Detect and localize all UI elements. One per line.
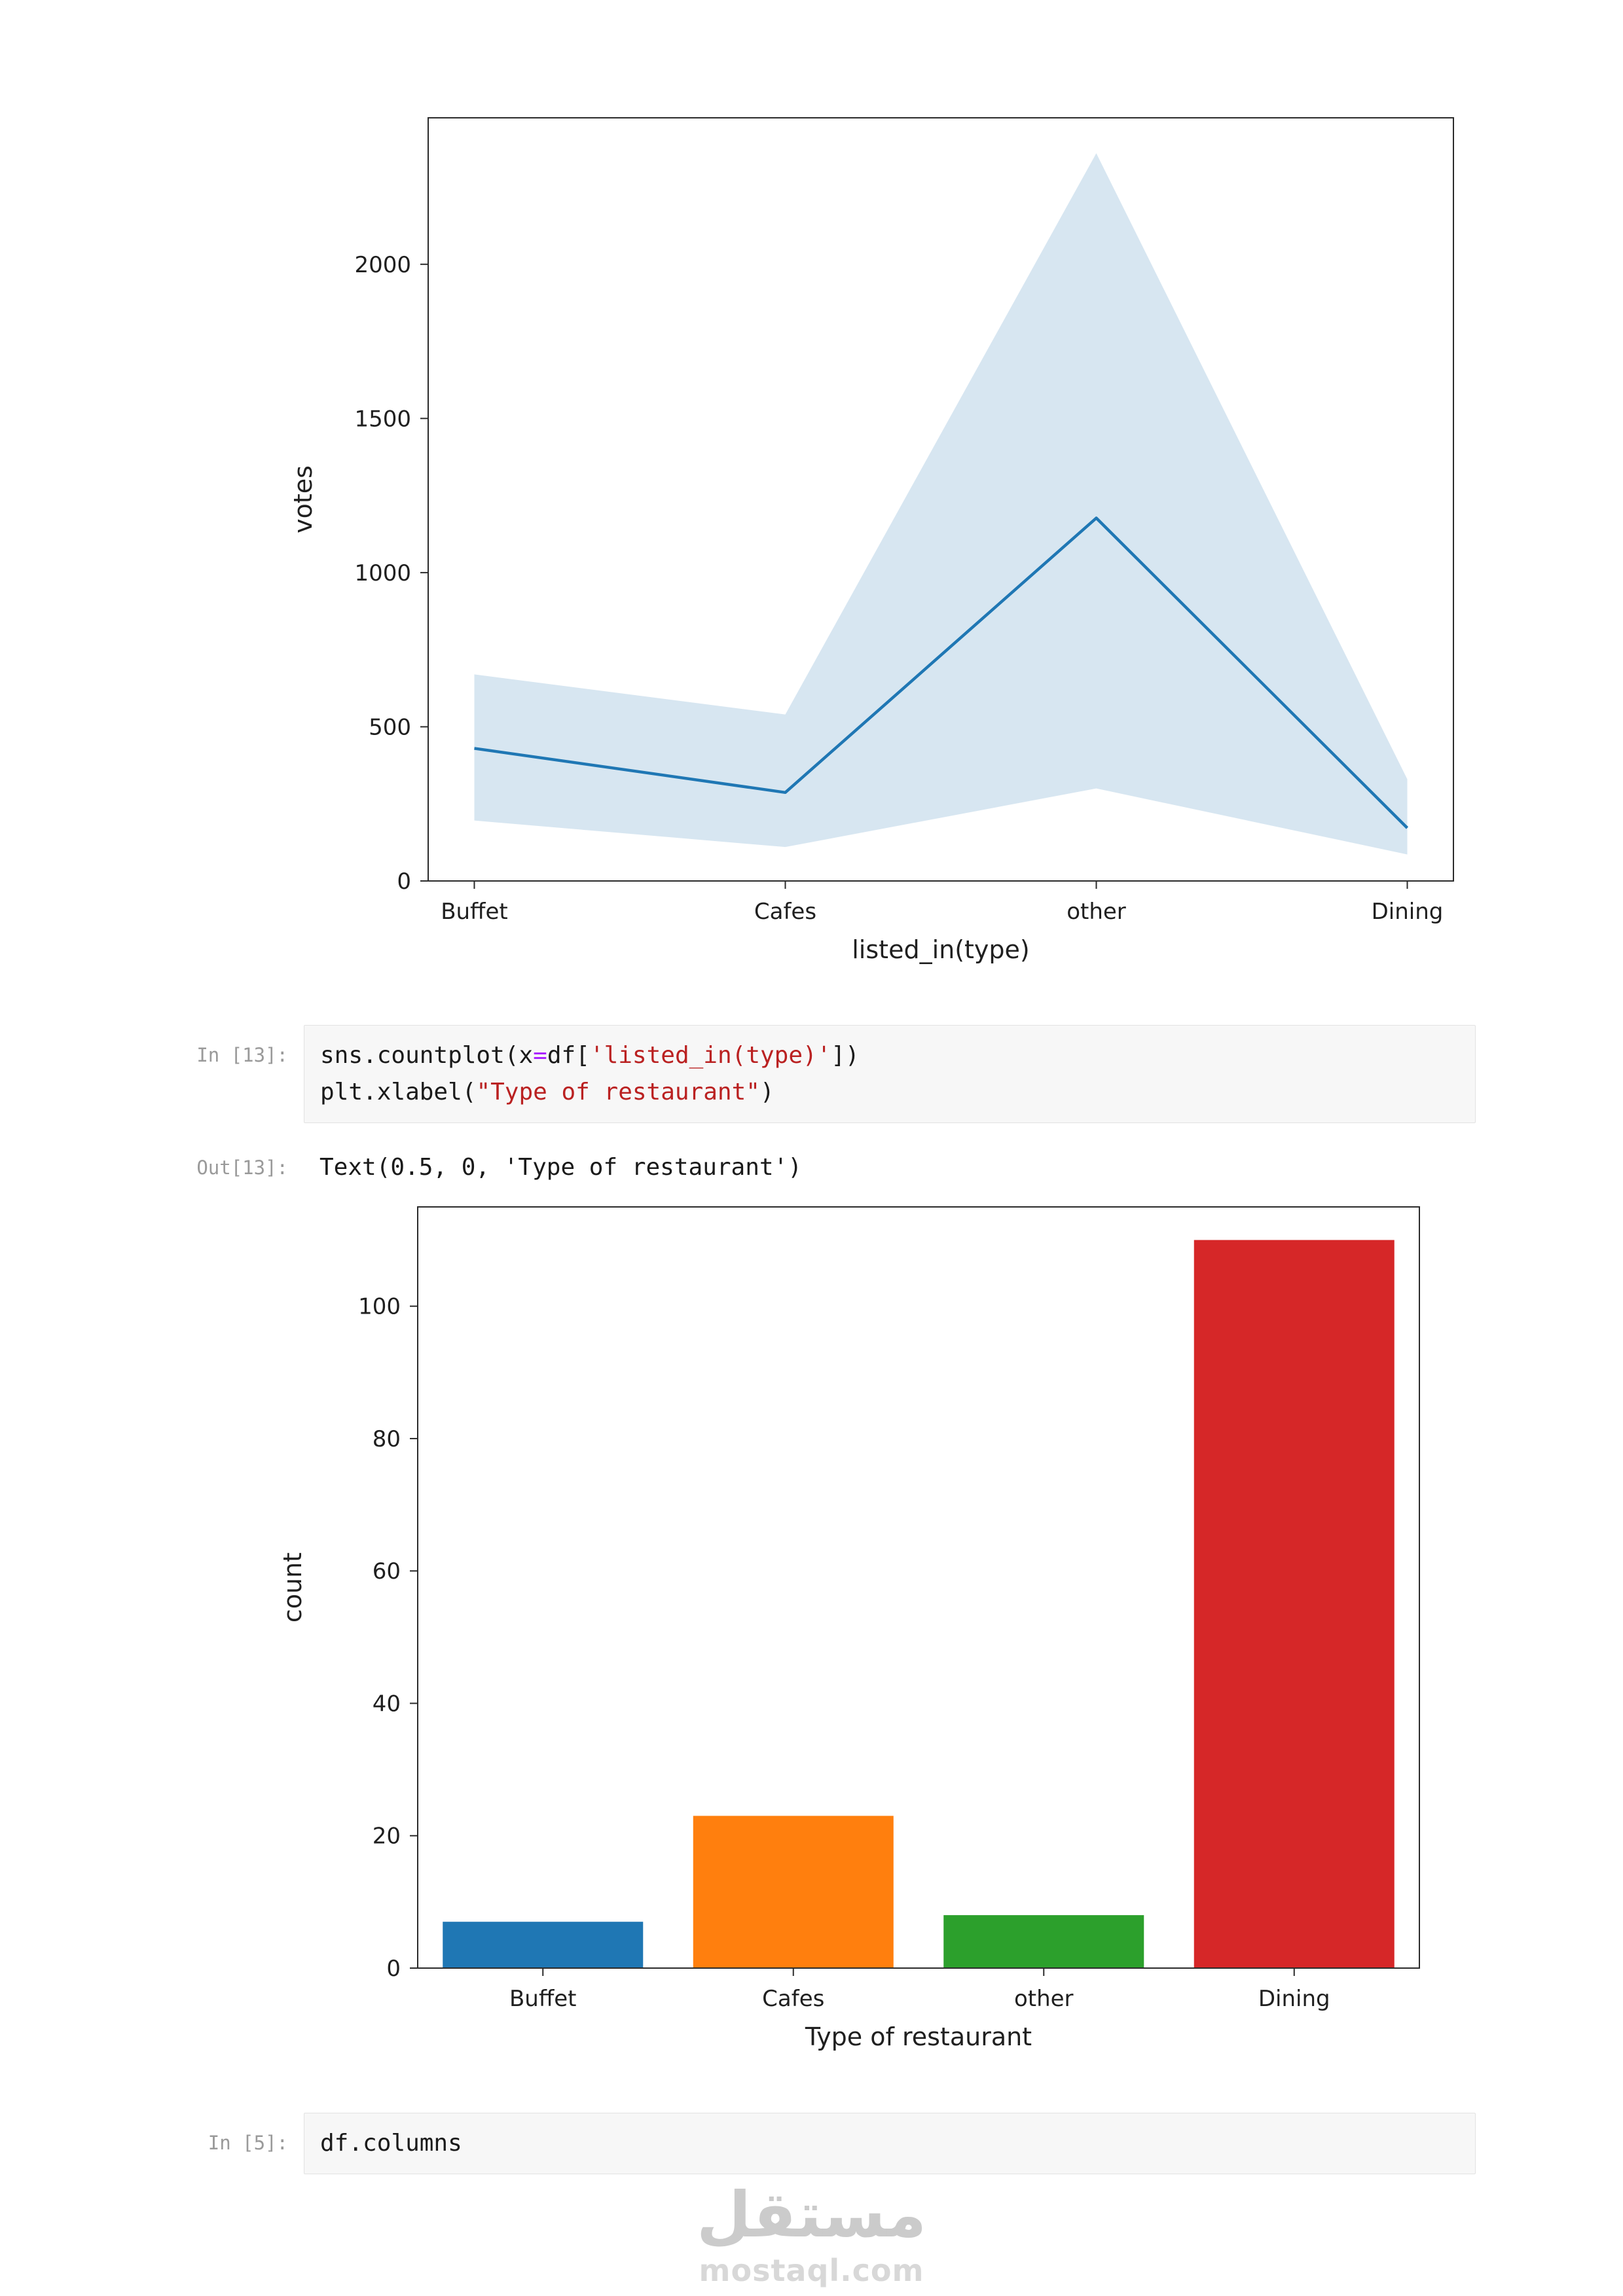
watermark-arabic-text: مستقل — [696, 2178, 927, 2251]
watermark-site-text: mostaql.com — [699, 2252, 924, 2288]
y-tick-label: 0 — [386, 1956, 401, 1982]
watermark: مستقل mostaql.com — [0, 2178, 1623, 2288]
x-axis-label: listed_in(type) — [852, 935, 1030, 964]
confidence-band — [474, 153, 1408, 855]
code-cell-input-13[interactable]: sns.countplot(x=df['listed_in(type)']) p… — [304, 1025, 1476, 1123]
code-text-5[interactable]: df.columns — [304, 2113, 1475, 2174]
code-token: ]) — [831, 1042, 860, 1069]
code-token: ( — [462, 1079, 477, 1105]
x-tick-label: other — [1067, 899, 1126, 925]
x-tick-label: Cafes — [754, 899, 816, 925]
countplot-figure: 0 20 40 60 80 100 Buffet Cafes other Dining Type o… — [278, 1206, 1420, 2051]
y-tick-label: 80 — [373, 1426, 401, 1452]
votes-lineplot-figure: 0 500 1000 1500 2000 Buffet Cafes other Dining li… — [289, 117, 1454, 964]
code-token: 'listed_in(type)' — [589, 1042, 831, 1069]
code-cell-input-5[interactable]: df.columns — [304, 2113, 1476, 2174]
y-tick-label: 60 — [373, 1558, 401, 1585]
y-axis-label: count — [278, 1552, 307, 1623]
x-tick-label: Dining — [1372, 899, 1444, 925]
votes-lineplot-canvas: 0 500 1000 1500 2000 Buffet Cafes other Dining li… — [289, 117, 1454, 964]
code-token: . — [363, 1042, 377, 1069]
code-token: plt — [320, 1079, 363, 1105]
code-token: x — [519, 1042, 534, 1069]
votes-line — [474, 516, 1409, 829]
x-tick-label: Dining — [1258, 1986, 1330, 2012]
bar-other — [943, 1915, 1144, 1968]
code-token: ) — [759, 1079, 775, 1105]
y-tick-label: 500 — [369, 714, 411, 740]
code-token: [ — [575, 1042, 590, 1069]
output-text-13: Text(0.5, 0, 'Type of restaurant') — [319, 1154, 802, 1181]
x-tick-label: Buffet — [509, 1986, 577, 2012]
y-tick-label: 1000 — [354, 560, 411, 586]
countplot-canvas: 0 20 40 60 80 100 Buffet Cafes other Dining Type o… — [278, 1206, 1420, 2051]
y-tick-label: 2000 — [354, 252, 411, 278]
code-token: sns — [320, 1042, 363, 1069]
x-tick-label: other — [1014, 1986, 1074, 2012]
code-token: "Type of restaurant" — [476, 1079, 760, 1105]
code-token: xlabel — [376, 1079, 462, 1105]
y-axis-label: votes — [289, 465, 318, 533]
output-prompt-13: Out[13]: — [196, 1157, 288, 1179]
x-axis-label: Type of restaurant — [805, 2022, 1032, 2051]
code-token: . — [363, 1079, 377, 1105]
code-token: df — [320, 2130, 349, 2157]
y-tick-label: 1500 — [354, 406, 411, 432]
x-tick-label: Buffet — [441, 899, 508, 925]
x-tick-label: Cafes — [762, 1986, 824, 2012]
bar-Buffet — [443, 1922, 644, 1968]
code-token: df — [547, 1042, 576, 1069]
y-tick-label: 20 — [373, 1823, 401, 1850]
code-token: ( — [504, 1042, 519, 1069]
y-tick-label: 40 — [373, 1691, 401, 1717]
plot-frame — [417, 1206, 1420, 1969]
bar-Dining — [1194, 1240, 1395, 1968]
input-prompt-13: In [13]: — [196, 1044, 288, 1066]
code-text-13[interactable]: sns.countplot(x=df['listed_in(type)']) p… — [304, 1026, 1475, 1122]
bar-Cafes — [693, 1816, 894, 1968]
y-tick-label: 100 — [358, 1294, 401, 1320]
code-token: = — [533, 1042, 547, 1069]
y-tick-label: 0 — [397, 869, 411, 895]
plot-frame — [428, 117, 1454, 882]
code-token: countplot — [376, 1042, 505, 1069]
code-token: columns — [363, 2130, 462, 2157]
input-prompt-5: In [5]: — [208, 2132, 288, 2154]
code-token: . — [348, 2130, 363, 2157]
